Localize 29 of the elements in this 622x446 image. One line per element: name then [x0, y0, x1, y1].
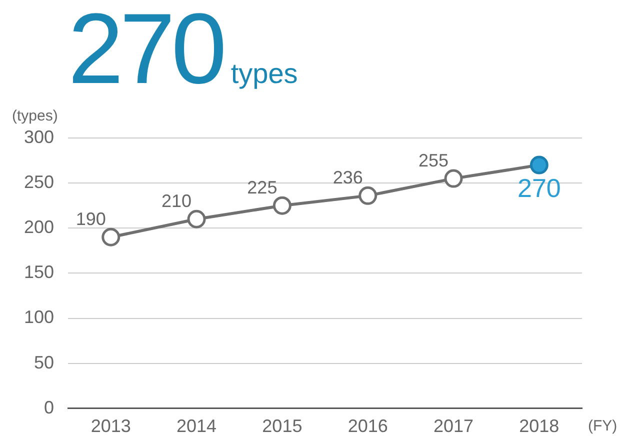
x-tick-label: 2018 — [519, 416, 560, 436]
y-tick-label: 0 — [44, 397, 54, 418]
point — [272, 196, 292, 215]
y-tick-label: 200 — [24, 217, 54, 238]
y-axis-title: (types) — [12, 108, 58, 125]
y-tick-label: 250 — [24, 172, 54, 192]
chart-title: 270 — [68, 0, 223, 105]
x-tick-label: 2015 — [262, 416, 302, 436]
x-tick-label: 2013 — [90, 416, 131, 436]
x-tick-label: 2014 — [176, 416, 217, 436]
data-label: 255 — [418, 150, 449, 171]
data-label: 210 — [162, 191, 192, 212]
y-tick-label: 100 — [24, 307, 54, 328]
point — [358, 186, 378, 205]
chart-subtitle: types — [230, 58, 298, 89]
point — [444, 169, 463, 188]
data-label: 270 — [517, 173, 561, 204]
point — [187, 210, 206, 228]
data-label: 190 — [76, 209, 106, 230]
data-label: 236 — [332, 168, 363, 188]
y-tick-label: 150 — [24, 262, 54, 282]
point — [102, 228, 120, 246]
data-label: 225 — [247, 178, 278, 198]
y-tick-label: 300 — [24, 126, 54, 147]
point — [530, 156, 548, 174]
y-tick-label: 50 — [34, 352, 54, 372]
x-tick-label: 2017 — [433, 416, 474, 436]
x-tick-label: 2016 — [348, 416, 388, 436]
x-axis-title: (FY) — [588, 418, 618, 435]
